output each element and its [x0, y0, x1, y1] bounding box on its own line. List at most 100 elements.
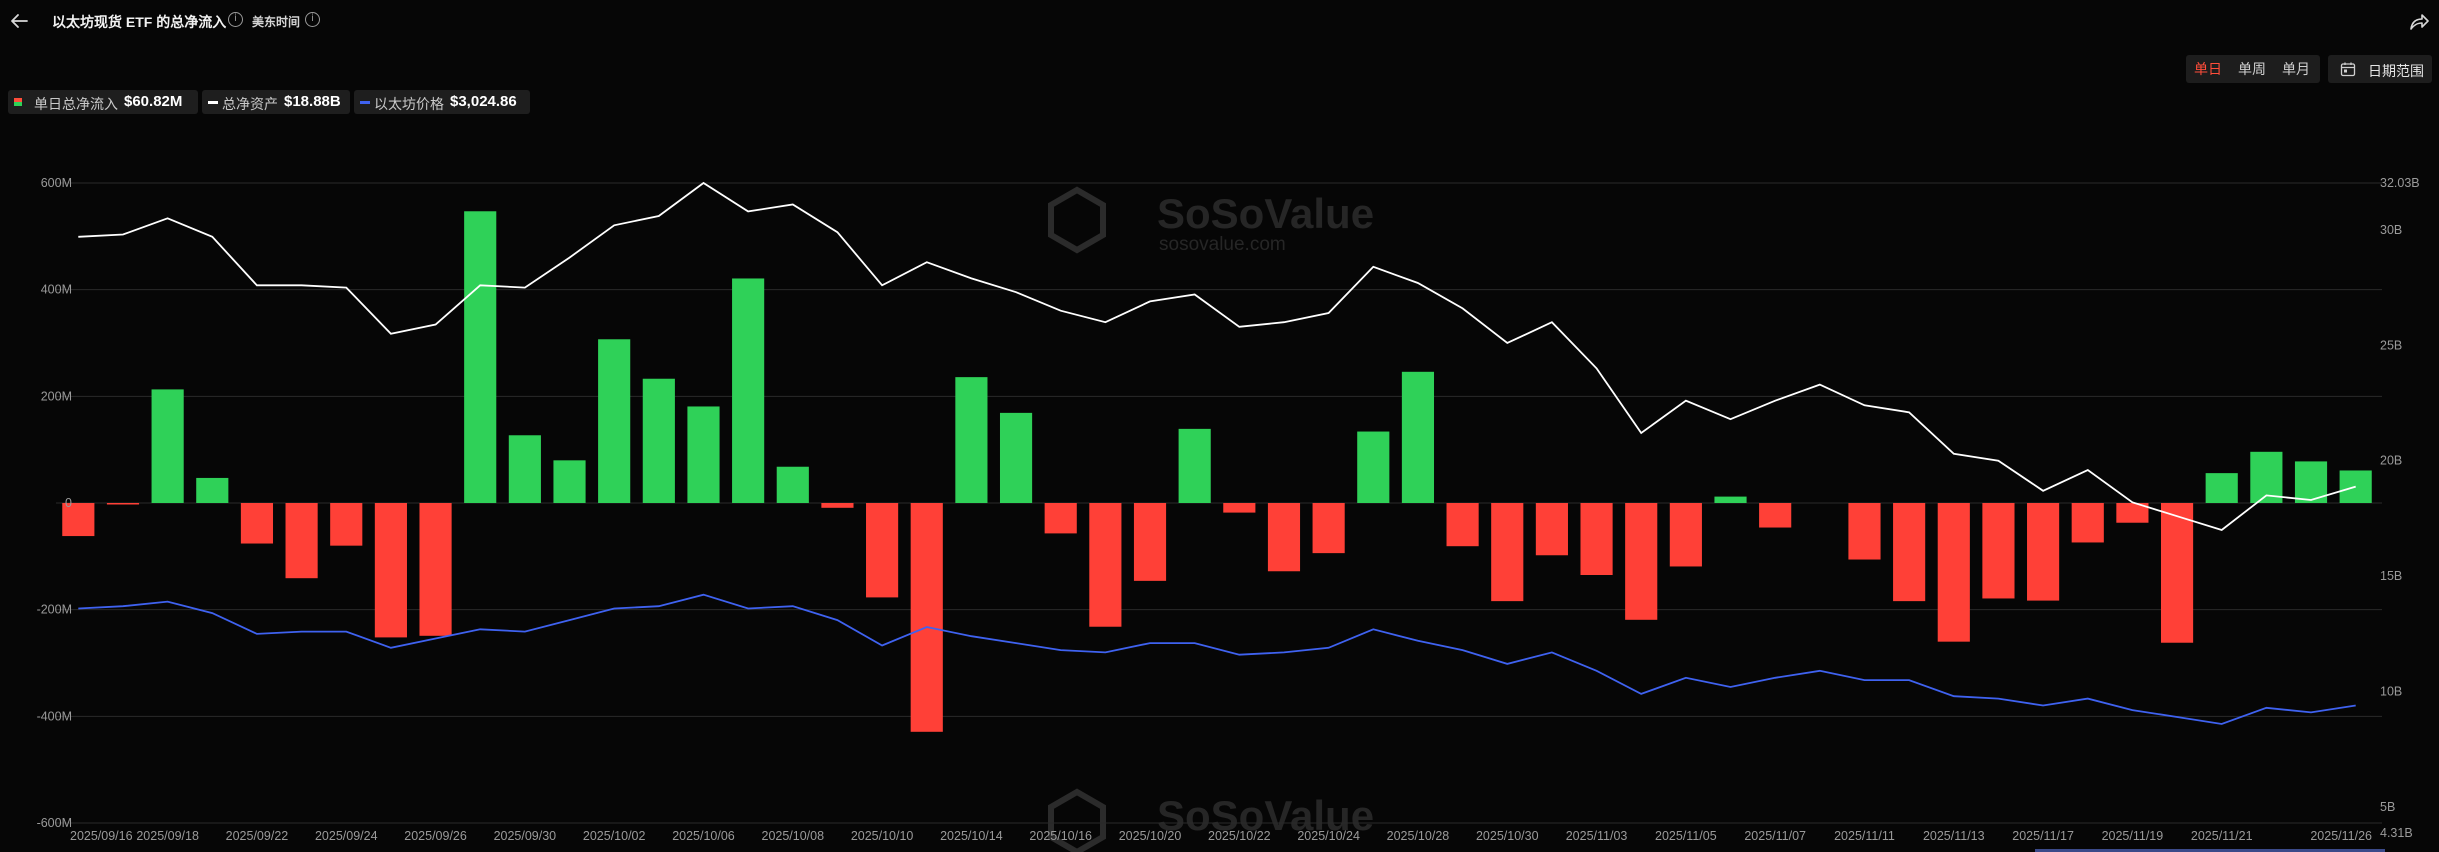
inflow-bars [62, 211, 2372, 732]
date-range-label: 日期范围 [2368, 63, 2424, 79]
inflow-bar [776, 466, 809, 503]
period-weekly-button[interactable]: 单周 [2238, 61, 2266, 77]
outflow-bar [866, 503, 899, 598]
inflow-bar [598, 339, 631, 503]
x-tick-label: 2025/10/30 [1476, 829, 1539, 843]
watermark-brand: SoSoValue [1157, 792, 1374, 839]
x-tick-label: 2025/11/03 [1566, 829, 1628, 843]
inflow-bar [999, 412, 1033, 503]
legend-value: $18.88B [284, 93, 341, 110]
outflow-bar [1535, 503, 1568, 556]
outflow-bar [821, 503, 854, 508]
share-icon[interactable] [2408, 10, 2430, 32]
left-tick-label: 400M [41, 283, 72, 297]
timezone-info-icon[interactable]: i [305, 12, 320, 27]
inflow-bar [642, 378, 675, 503]
x-tick-label: 2025/10/28 [1387, 829, 1450, 843]
outflow-bar [62, 503, 95, 537]
x-tick-label: 2025/09/22 [226, 829, 289, 843]
net-assets-line [78, 181, 2356, 531]
outflow-bar [1937, 503, 1970, 642]
legend-total-net-assets[interactable]: 总净资产 $18.88B [202, 90, 350, 114]
outflow-bar [1759, 503, 1792, 528]
legend-eth-price[interactable]: 以太坊价格 $3,024.86 [354, 90, 530, 114]
legend-daily-net-inflow[interactable]: 单日总净流入 $60.82M [8, 90, 198, 114]
inflow-bar [151, 389, 184, 503]
right-tick-label: 5B [2380, 800, 2395, 814]
outflow-bar [2160, 503, 2194, 643]
legend-value: $60.82M [124, 93, 183, 110]
inflow-bar [732, 278, 765, 503]
x-tick-label: 2025/10/06 [672, 829, 735, 843]
legend-label: 总净资产 [222, 96, 278, 112]
outflow-bar [1223, 503, 1256, 513]
outflow-bar [1669, 503, 1702, 567]
period-monthly-button[interactable]: 单月 [2282, 61, 2310, 77]
inflow-bar [1178, 428, 1211, 503]
outflow-bar [2027, 503, 2060, 601]
outflow-bar [1044, 503, 1077, 534]
left-axis-ticks: 600M 400M 200M 0 -200M -400M -600M [37, 176, 72, 830]
inflow-bar [508, 435, 541, 503]
period-daily-button[interactable]: 单日 [2194, 61, 2222, 77]
inflow-bar [1714, 496, 1747, 503]
inflow-bar [553, 460, 586, 503]
x-tick-label: 2025/11/11 [1834, 829, 1895, 843]
watermark-brand: SoSoValue [1157, 190, 1374, 237]
x-tick-label: 2025/11/17 [2012, 829, 2074, 843]
right-tick-label: 25B [2380, 338, 2402, 352]
x-tick-label: 2025/10/10 [851, 829, 914, 843]
outflow-bar [374, 503, 407, 638]
x-tick-label: 2025/11/19 [2102, 829, 2164, 843]
x-tick-label: 2025/09/30 [494, 829, 557, 843]
x-tick-label: 2025/09/24 [315, 829, 378, 843]
title-info-icon[interactable]: i [228, 12, 243, 27]
x-tick-label: 2025/11/05 [1655, 829, 1717, 843]
outflow-bar [240, 503, 274, 544]
left-tick-label: 600M [41, 176, 72, 190]
back-arrow-icon[interactable] [8, 10, 30, 32]
inflow-bar [2205, 473, 2238, 503]
outflow-bar [330, 503, 363, 546]
legend-swatch-red-green [14, 98, 22, 106]
x-axis-ticks: 2025/09/16 2025/09/18 2025/09/22 2025/09/24… [70, 829, 2372, 843]
range-slider-indicator[interactable] [2035, 849, 2385, 852]
outflow-bar [1446, 503, 1479, 547]
inflow-bar [196, 477, 229, 503]
x-tick-label: 2025/11/07 [1744, 829, 1806, 843]
outflow-bar [1848, 503, 1881, 560]
left-tick-label: -200M [37, 603, 72, 617]
x-tick-label: 2025/10/22 [1208, 829, 1271, 843]
inflow-bar [2250, 451, 2283, 503]
eth-price-line [78, 593, 2356, 725]
legend-swatch-blue [360, 101, 370, 104]
legend-value: $3,024.86 [450, 93, 517, 110]
outflow-bar [285, 503, 318, 579]
inflow-bar [687, 406, 720, 503]
right-tick-label: 30B [2380, 223, 2402, 237]
inflow-bar [464, 211, 497, 503]
x-tick-label: 2025/09/26 [404, 829, 467, 843]
right-axis-ticks: 32.03B 30B 25B 20B 15B 10B 5B 4.31B [2380, 176, 2420, 840]
right-tick-label: 32.03B [2380, 176, 2420, 190]
watermark-domain: sosovalue.com [1159, 234, 1286, 255]
x-tick-label: 2025/10/14 [940, 829, 1003, 843]
left-tick-label: 200M [41, 389, 72, 403]
right-tick-label: 20B [2380, 454, 2402, 468]
legend-label: 单日总净流入 [34, 96, 118, 112]
top-bar: 以太坊现货 ETF 的总净流入 i 美东时间 i [0, 0, 2439, 40]
watermark-logo-icon [1048, 788, 1106, 852]
outflow-bar [1893, 503, 1926, 602]
date-range-button[interactable]: 日期范围 [2328, 55, 2432, 83]
outflow-bar [910, 503, 943, 732]
right-tick-label: 15B [2380, 569, 2402, 583]
legend-label: 以太坊价格 [374, 96, 444, 112]
x-tick-label: 2025/11/26 [2310, 829, 2372, 843]
x-tick-label: 2025/09/16 [70, 829, 133, 843]
outflow-bar [1625, 503, 1658, 620]
x-tick-label: 2025/09/18 [136, 829, 199, 843]
left-tick-label: 0 [65, 496, 72, 510]
outflow-bar [1133, 503, 1167, 581]
